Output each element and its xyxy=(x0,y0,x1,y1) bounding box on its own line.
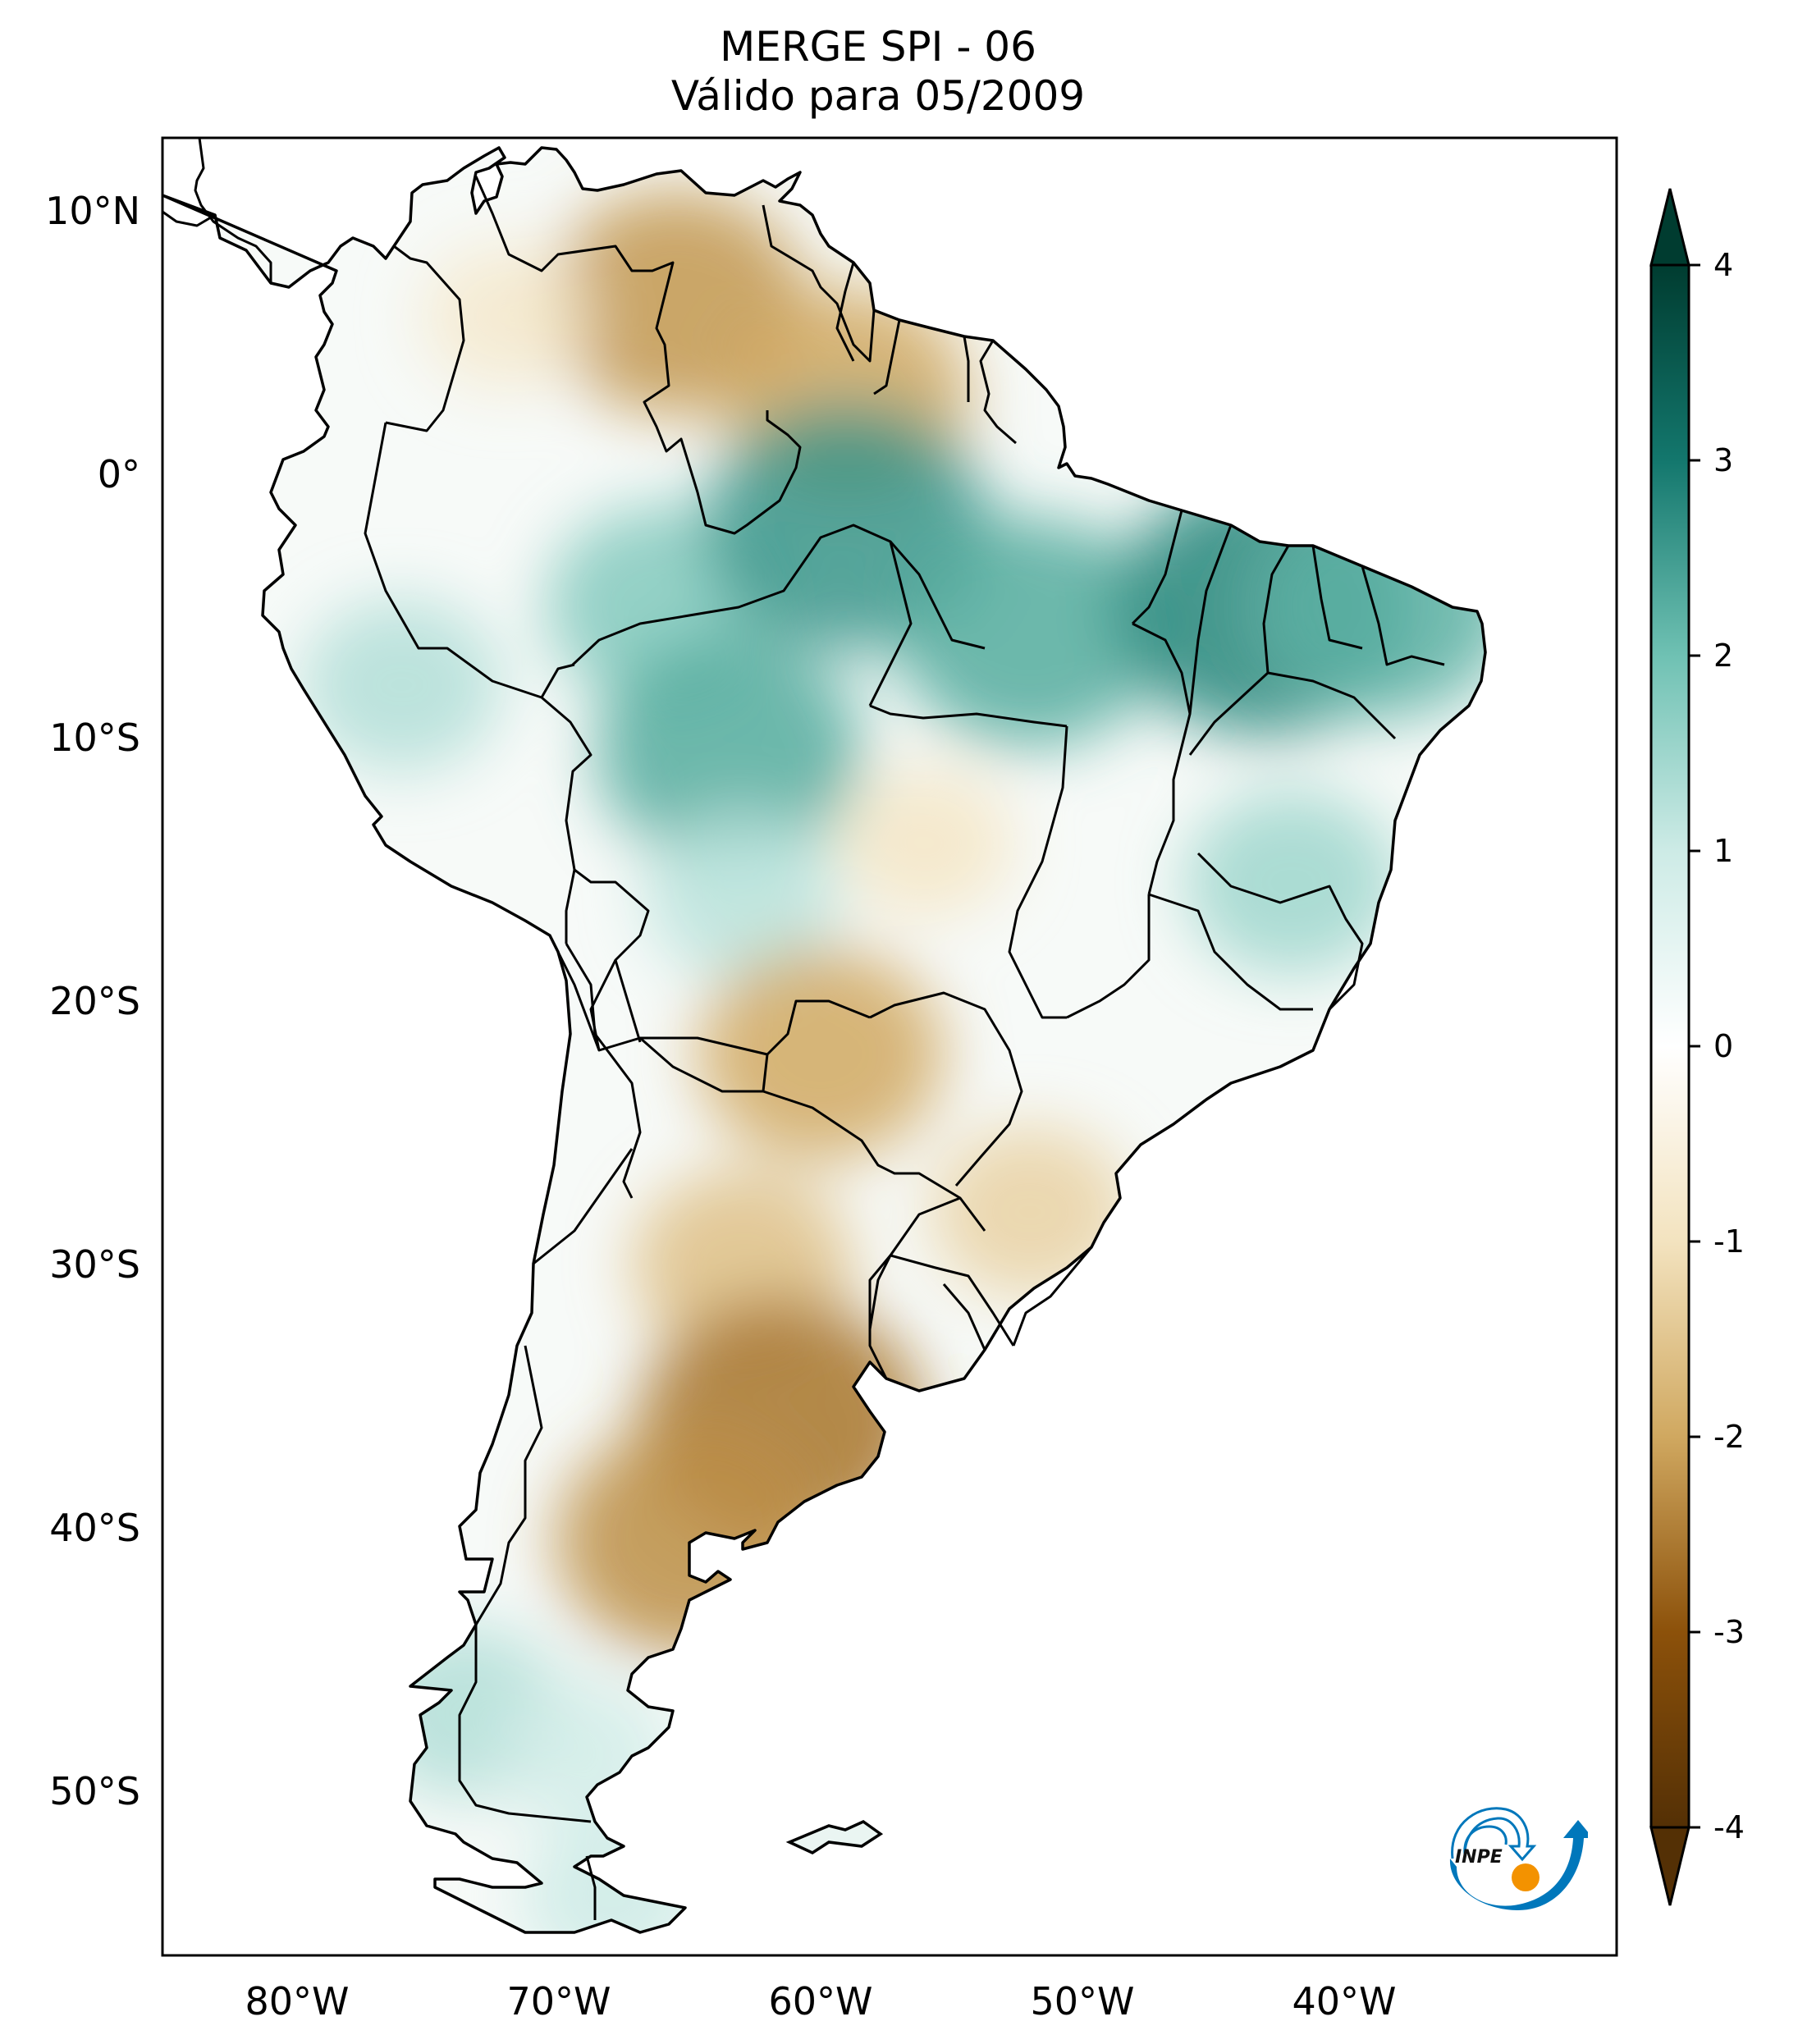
colorbar-tick-label: -2 xyxy=(1713,1419,1745,1455)
country-border xyxy=(762,1054,986,1232)
colorbar-ticks xyxy=(1689,263,1700,1829)
country-border xyxy=(385,245,465,432)
country-border xyxy=(571,524,913,706)
colorbar-tick-label: -4 xyxy=(1713,1809,1745,1845)
country-border xyxy=(942,1283,986,1351)
country-border xyxy=(614,959,642,1043)
lon-tick-label: 50°W xyxy=(1030,1979,1135,2023)
colorbar-tick-label: 1 xyxy=(1713,833,1734,869)
country-border xyxy=(1132,622,1192,895)
colorbar xyxy=(1649,188,1700,1906)
coastline xyxy=(162,146,1487,1934)
country-border xyxy=(979,340,1017,445)
lat-tick-label: 0° xyxy=(97,452,140,496)
logo-sun-icon xyxy=(1512,1863,1540,1891)
country-border xyxy=(835,262,855,362)
logo-text: INPE xyxy=(1455,1847,1503,1868)
country-border xyxy=(963,336,970,402)
spi-anomaly-region xyxy=(301,598,502,772)
country-border xyxy=(873,319,901,396)
country-border xyxy=(1188,545,1290,756)
spi-anomaly-region xyxy=(520,1818,702,1932)
country-border xyxy=(1188,524,1233,715)
country-border xyxy=(1361,565,1445,666)
country-border xyxy=(1066,894,1151,1019)
country-border xyxy=(1148,893,1313,1011)
country-border xyxy=(868,1255,892,1379)
lat-tick-label: 10°S xyxy=(49,716,140,760)
lon-tick-label: 60°W xyxy=(768,1979,873,2023)
map-plot-area xyxy=(162,138,1487,1934)
colorbar-tick-label: 0 xyxy=(1713,1028,1734,1064)
spi-anomaly-region xyxy=(897,517,1164,748)
country-border xyxy=(364,422,592,944)
country-border xyxy=(458,1345,592,1823)
country-border xyxy=(1008,725,1068,1019)
country-border xyxy=(762,204,876,363)
spi-anomaly-region xyxy=(930,1125,1131,1299)
country-border xyxy=(1131,510,1183,625)
colorbar-extend-max xyxy=(1649,188,1690,267)
country-border xyxy=(889,541,986,650)
inpe-logo: INPE xyxy=(1449,1807,1588,1910)
country-border xyxy=(540,663,575,698)
country-border xyxy=(890,1254,1015,1347)
spi-anomaly-region xyxy=(645,812,840,980)
lat-tick-label: 30°S xyxy=(49,1242,140,1287)
map-title: MERGE SPI - 06 xyxy=(720,23,1036,71)
map-subtitle: Válido para 05/2009 xyxy=(670,72,1086,120)
country-border xyxy=(474,176,802,535)
spi-anomaly-region xyxy=(698,947,944,1161)
country-border xyxy=(565,943,642,1199)
country-border xyxy=(533,1148,634,1265)
lon-tick-label: 80°W xyxy=(245,1979,350,2023)
colorbar-tick-label: -3 xyxy=(1713,1614,1745,1650)
spi-anomaly-region xyxy=(1253,493,1485,719)
country-border xyxy=(585,1855,597,1920)
lat-tick-label: 40°S xyxy=(49,1506,140,1550)
country-border xyxy=(556,951,601,1051)
logo-arrow-icon xyxy=(1449,1820,1588,1910)
spi-anomaly-region xyxy=(423,244,591,389)
colorbar-tick-label: 2 xyxy=(1713,638,1734,674)
colorbar-extend-min xyxy=(1649,1826,1690,1906)
lon-tick-label: 70°W xyxy=(506,1979,611,2023)
colorbar-bar xyxy=(1649,263,1690,1829)
spi-anomaly-region xyxy=(838,767,1013,918)
spi-anomaly-region xyxy=(596,635,862,867)
spi-field xyxy=(162,148,1485,1932)
country-border xyxy=(639,1036,763,1093)
colorbar-tick-label: 3 xyxy=(1713,442,1734,478)
country-border xyxy=(1311,545,1363,650)
spi-anomaly-region xyxy=(497,1676,672,1827)
logo-swirl-icon xyxy=(1451,1807,1537,1862)
central-america-coast xyxy=(162,138,272,285)
colorbar-tick-label: -1 xyxy=(1713,1223,1745,1260)
colorbar-tick-label: 4 xyxy=(1713,247,1734,283)
country-border xyxy=(1012,1246,1093,1347)
country-border xyxy=(869,704,1068,728)
lat-tick-label: 20°S xyxy=(49,979,140,1023)
map-frame xyxy=(161,136,1618,1957)
lat-tick-label: 10°N xyxy=(45,189,140,233)
falkland-islands xyxy=(785,1819,884,1854)
spi-anomaly-region xyxy=(1185,790,1399,976)
country-border xyxy=(1267,671,1397,740)
lat-tick-label: 50°S xyxy=(49,1769,140,1813)
lon-tick-label: 40°W xyxy=(1292,1979,1397,2023)
country-borders xyxy=(162,138,1445,1920)
country-border xyxy=(1196,852,1364,1011)
country-border xyxy=(869,991,1023,1187)
